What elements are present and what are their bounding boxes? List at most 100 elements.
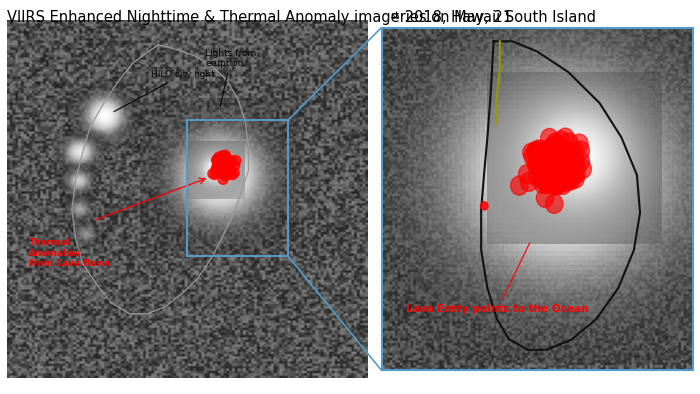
Circle shape [546, 149, 564, 168]
Circle shape [559, 149, 577, 168]
Circle shape [556, 145, 573, 164]
Circle shape [547, 133, 564, 152]
Circle shape [217, 159, 228, 169]
Circle shape [542, 156, 559, 175]
Text: st: st [391, 11, 400, 21]
Circle shape [211, 155, 222, 165]
Circle shape [554, 161, 571, 180]
Circle shape [561, 147, 579, 166]
Text: Lights from
eruption: Lights from eruption [205, 49, 256, 107]
Circle shape [510, 176, 528, 195]
Circle shape [549, 157, 566, 176]
Circle shape [549, 151, 566, 170]
Circle shape [216, 160, 227, 170]
Circle shape [556, 150, 573, 169]
Circle shape [556, 162, 574, 182]
Circle shape [543, 151, 560, 171]
Circle shape [537, 156, 554, 175]
Circle shape [543, 164, 561, 183]
Circle shape [555, 167, 573, 186]
Circle shape [560, 151, 577, 170]
Circle shape [568, 157, 585, 176]
Text: Thermal
Anomalies
from Lava flows: Thermal Anomalies from Lava flows [29, 238, 110, 268]
Circle shape [536, 144, 554, 163]
Circle shape [215, 167, 225, 177]
Circle shape [214, 155, 223, 165]
Circle shape [539, 158, 556, 178]
Circle shape [559, 165, 576, 184]
Circle shape [543, 163, 560, 182]
Circle shape [217, 164, 228, 173]
Circle shape [546, 148, 564, 167]
Circle shape [224, 161, 234, 171]
Circle shape [552, 142, 569, 161]
Circle shape [538, 153, 555, 172]
Circle shape [535, 169, 552, 188]
Circle shape [481, 202, 488, 210]
Circle shape [566, 149, 584, 168]
Circle shape [220, 161, 230, 171]
Circle shape [218, 174, 228, 184]
Circle shape [545, 161, 563, 180]
Circle shape [555, 164, 573, 183]
Circle shape [563, 145, 580, 164]
Circle shape [558, 164, 575, 184]
Circle shape [220, 170, 230, 180]
Circle shape [538, 169, 556, 188]
Circle shape [543, 140, 561, 159]
Circle shape [544, 152, 561, 171]
Circle shape [225, 160, 235, 169]
Circle shape [547, 158, 564, 177]
Circle shape [550, 171, 568, 190]
Circle shape [556, 161, 574, 180]
Circle shape [550, 147, 567, 166]
Circle shape [215, 160, 225, 170]
Circle shape [554, 140, 571, 160]
Circle shape [557, 152, 575, 171]
Circle shape [216, 165, 226, 175]
Circle shape [566, 151, 584, 170]
Circle shape [212, 154, 223, 165]
Circle shape [547, 170, 564, 189]
Circle shape [528, 167, 546, 186]
Circle shape [545, 194, 563, 214]
Circle shape [536, 154, 554, 173]
Circle shape [550, 154, 568, 173]
Circle shape [552, 163, 570, 182]
Circle shape [532, 151, 550, 171]
Circle shape [547, 166, 565, 186]
Circle shape [531, 162, 549, 181]
Circle shape [568, 164, 585, 183]
Circle shape [553, 168, 570, 187]
Circle shape [228, 169, 237, 180]
Circle shape [539, 153, 556, 172]
Circle shape [540, 154, 557, 174]
Circle shape [559, 163, 576, 182]
Circle shape [216, 154, 227, 164]
Circle shape [570, 134, 588, 153]
Circle shape [218, 156, 228, 166]
Circle shape [540, 160, 558, 179]
Circle shape [545, 155, 562, 174]
Circle shape [561, 162, 578, 181]
Circle shape [550, 138, 567, 157]
Circle shape [219, 167, 229, 177]
Circle shape [572, 141, 589, 160]
Circle shape [554, 149, 571, 168]
Circle shape [548, 148, 566, 167]
Circle shape [566, 141, 583, 160]
Circle shape [549, 171, 566, 190]
Circle shape [561, 160, 578, 180]
Circle shape [556, 157, 573, 177]
Circle shape [217, 154, 228, 164]
Circle shape [547, 147, 565, 166]
Circle shape [543, 138, 561, 157]
Circle shape [545, 153, 563, 172]
Circle shape [211, 165, 221, 175]
Circle shape [221, 152, 231, 163]
Circle shape [544, 170, 561, 190]
Circle shape [547, 176, 564, 195]
Circle shape [554, 175, 572, 195]
Circle shape [548, 151, 566, 170]
Circle shape [545, 169, 562, 188]
